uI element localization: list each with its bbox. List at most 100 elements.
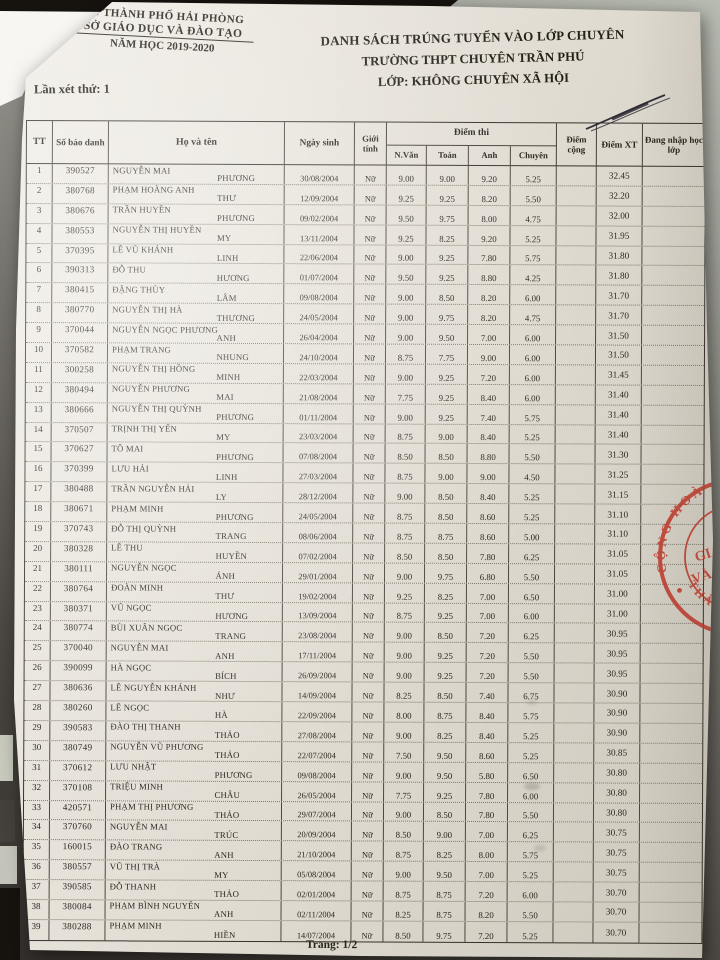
cell-name: ĐỖ THỊ QUỲNH TRANG [107, 522, 284, 543]
cell-score-specialized: 6.00 [509, 365, 556, 385]
family-name: VŨ THỊ TRÀ [109, 861, 161, 872]
cell-enrolled-class [642, 405, 704, 424]
cell-dob: 02/11/2004 [281, 901, 352, 921]
cell-gender: Nữ [353, 424, 386, 444]
cell-admission-score: 31.40 [595, 405, 642, 425]
cell-admission-score: 31.00 [594, 604, 641, 624]
cell-score-specialized: 6.00 [510, 285, 557, 305]
given-name: THẢO [214, 809, 240, 820]
cell-score-english: 7.80 [468, 245, 511, 265]
cell-admission-score: 31.95 [596, 226, 643, 246]
cell-score-literature: 8.50 [383, 821, 424, 842]
cell-score-specialized: 5.75 [507, 842, 554, 862]
page-number: Trang: 1/2 [305, 938, 358, 952]
cell-score-math: 9.50 [423, 861, 466, 881]
cell-name: ĐẶNG THÙY LÂM [108, 283, 285, 304]
cell-sbd: 300258 [51, 363, 108, 383]
cell-bonus [555, 504, 596, 524]
cell-sbd: 390527 [52, 164, 109, 184]
table-row: 9 370044 NGUYỄN NGỌC PHƯƠNG ANH 26/04/20… [26, 323, 705, 346]
cell-score-specialized: 5.25 [509, 484, 556, 504]
cell-name: ĐOÀN MINH THƯ [106, 582, 283, 602]
given-name: HIỀN [213, 930, 236, 941]
cell-enrolled-class [641, 525, 703, 544]
family-name: ĐÀO THỊ THANH [110, 721, 181, 733]
header-tt: TT [26, 121, 53, 165]
family-name: LÊ VŨ KHÁNH [112, 244, 174, 255]
cell-gender: Nữ [352, 702, 385, 722]
cell-sbd: 380488 [51, 482, 108, 502]
cell-score-literature: 8.50 [383, 921, 424, 942]
cell-bonus [554, 564, 596, 584]
cell-score-specialized: 6.00 [510, 325, 557, 345]
cell-score-math: 9.25 [424, 643, 467, 663]
cell-score-english: 7.20 [465, 881, 508, 902]
cell-score-english: 8.20 [468, 305, 511, 325]
cell-sbd: 370760 [49, 820, 106, 840]
cell-score-math: 9.00 [426, 165, 469, 185]
cell-dob: 17/11/2004 [282, 642, 353, 662]
cell-sbd: 380553 [52, 223, 109, 243]
table-row: 24 380774 BÙI XUÂN NGỌC TRANG 23/08/2004… [24, 621, 703, 645]
cell-admission-score: 30.85 [594, 743, 641, 763]
cell-admission-score: 32.00 [596, 206, 643, 226]
cell-dob: 21/10/2004 [281, 841, 352, 861]
cell-tt: 21 [24, 561, 52, 581]
cell-score-math: 9.25 [425, 364, 468, 384]
cell-tt: 30 [24, 740, 51, 760]
cell-bonus [554, 663, 595, 683]
table-row: 5 370395 LÊ VŨ KHÁNH LINH 22/06/2004 Nữ … [26, 243, 705, 267]
family-name: TRẦN HUYỀN [112, 204, 171, 215]
cell-score-math: 9.25 [426, 185, 469, 205]
cell-score-literature: 9.00 [384, 762, 425, 782]
cell-score-english: 8.60 [466, 742, 509, 762]
cell-score-english: 8.20 [468, 185, 511, 205]
cell-sbd: 370040 [50, 641, 107, 661]
cell-score-specialized: 5.50 [507, 802, 555, 822]
stamp-arc-bottom-text: THÀNH PHỐ [684, 558, 713, 631]
cell-dob: 13/09/2004 [282, 602, 353, 622]
cell-admission-score: 31.70 [596, 285, 643, 305]
cell-tt: 1 [26, 164, 53, 184]
cell-enrolled-class [642, 366, 704, 385]
cell-score-math: 8.25 [424, 583, 467, 603]
cell-dob: 26/04/2004 [284, 324, 355, 344]
cell-score-english: 7.20 [466, 643, 509, 663]
table-row: 28 380260 LÊ NGỌC HÀ 22/09/2004 Nữ 8.00 … [24, 701, 703, 724]
cell-admission-score: 30.90 [594, 683, 641, 703]
cell-enrolled-class [642, 326, 704, 345]
table-row: 33 420571 PHẠM THỊ PHƯƠNG THẢO 29/07/200… [23, 800, 703, 824]
cell-bonus [556, 186, 597, 206]
cell-gender: Nữ [353, 503, 386, 523]
table-row: 39 380288 PHẠM MINH HIỀN 14/07/2004 Nữ 8… [23, 919, 701, 943]
given-name: BÍCH [215, 670, 237, 681]
background-object [0, 800, 15, 842]
cell-sbd: 370395 [52, 243, 109, 263]
cell-enrolled-class [641, 505, 703, 524]
cell-name: TÔ MAI PHƯƠNG [107, 442, 284, 463]
cell-admission-score: 31.80 [596, 246, 643, 266]
cell-gender: Nữ [352, 622, 385, 642]
cell-admission-score: 30.95 [594, 643, 641, 663]
cell-score-literature: 9.00 [384, 623, 425, 643]
cell-admission-score: 31.15 [595, 484, 642, 504]
cell-bonus [555, 484, 596, 504]
cell-bonus [556, 285, 597, 305]
given-name: MAI [216, 392, 234, 403]
cell-score-specialized: 5.50 [508, 643, 555, 663]
cell-dob: 26/09/2004 [282, 662, 353, 682]
cell-name: ĐÀO TRANG ANH [105, 840, 282, 861]
family-name: BÙI XUÂN NGỌC [110, 622, 183, 633]
cell-gender: Nữ [352, 642, 385, 662]
cell-score-literature: 8.50 [385, 543, 426, 563]
cell-dob: 27/08/2004 [282, 722, 353, 742]
cell-name: NGUYỄN THỊ HUYỀN MY [108, 224, 285, 244]
cell-score-english: 7.20 [467, 364, 510, 384]
table-row: 22 380764 ĐOÀN MINH THƯ 19/02/2004 Nữ 9.… [24, 581, 703, 605]
cell-bonus [554, 723, 595, 743]
given-name: TRÚC [214, 829, 239, 840]
cell-score-specialized: 6.00 [508, 603, 555, 623]
cell-admission-score: 31.05 [594, 564, 642, 584]
cell-name: NGUYỄN THỊ HỒNG MINH [107, 363, 284, 383]
cell-enrolled-class [642, 385, 704, 404]
